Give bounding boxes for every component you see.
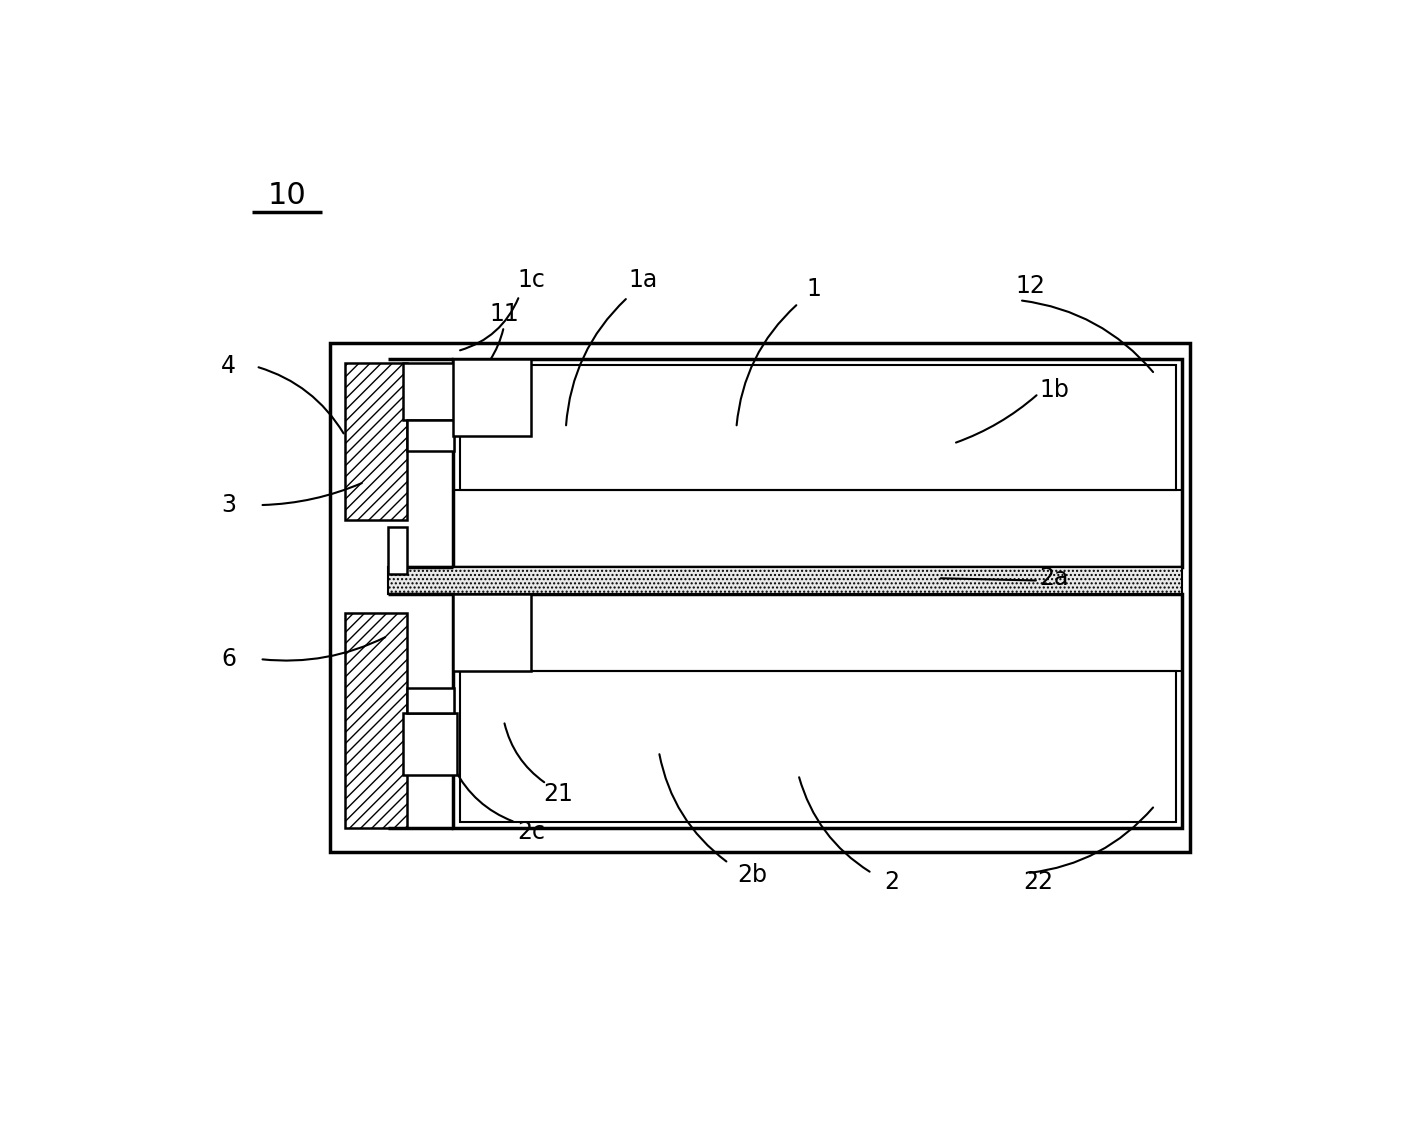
Text: 22: 22 [1023,870,1053,894]
Text: 1b: 1b [1039,377,1069,402]
Bar [459,671,1176,822]
Text: 1c: 1c [517,269,545,292]
Text: 12: 12 [1016,273,1046,298]
Text: 3: 3 [221,493,237,517]
Bar [454,594,1182,829]
Bar [454,594,531,671]
Text: 10: 10 [267,181,307,210]
Bar [402,714,458,774]
Text: 11: 11 [489,303,519,326]
Bar [454,359,1182,567]
Bar [454,359,531,436]
Text: 2a: 2a [1039,567,1069,590]
Text: 4: 4 [221,355,237,378]
Bar [407,420,454,452]
Text: 2c: 2c [517,821,545,844]
Bar [459,365,1176,490]
Text: 1a: 1a [629,269,658,292]
Bar [402,362,458,420]
Bar [345,613,407,829]
Text: 6: 6 [221,647,237,671]
Bar [407,689,454,714]
Bar [388,567,1182,594]
Text: 2b: 2b [736,863,766,886]
Bar [388,526,407,575]
Bar [345,362,407,520]
Text: 21: 21 [544,781,574,806]
Bar [330,343,1190,851]
Text: 1: 1 [806,278,822,301]
Text: 2: 2 [883,870,899,894]
